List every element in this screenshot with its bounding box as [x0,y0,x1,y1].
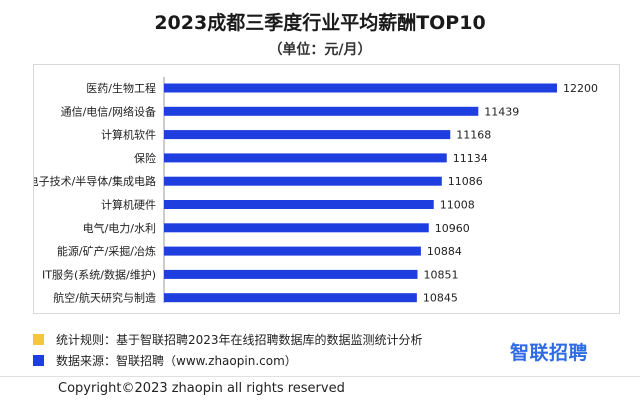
chart-panel: 医药/生物工程 12200 通信/电信/网络设备 11439 计算机软件 11168 保险 1… [33,64,620,314]
value-label: 11168 [456,129,491,142]
zhaopin-logo: 智联招聘 [510,342,589,364]
value-label: 10960 [435,222,470,235]
note-source-text: 数据来源：智联招聘（www.zhaopin.com） [56,353,297,368]
value-label: 11086 [448,175,483,188]
bar [164,83,557,93]
value-label: 11134 [453,152,488,165]
category-label: 电子技术/半导体/集成电路 [34,174,156,188]
category-label: 保险 [134,151,156,165]
value-label: 10884 [427,245,462,258]
bar [164,269,418,279]
category-label: 通信/电信/网络设备 [61,104,156,118]
copyright-text: Copyright©2023 zhaopin all rights reserv… [58,381,345,396]
value-label: 11439 [484,105,519,118]
rule-legend-square [33,333,44,345]
bar [164,153,447,163]
value-label: 12200 [563,82,598,95]
bar [164,106,479,116]
bar [164,246,421,256]
category-label: 计算机硬件 [101,198,156,212]
category-label: 航空/航天研究与制造 [53,291,156,305]
chart-title: 2023成都三季度行业平均薪酬TOP10 [154,12,486,34]
value-label: 11008 [440,199,475,212]
bar [164,200,434,209]
value-label: 10851 [423,268,458,281]
note-rule-text: 统计规则：基于智联招聘2023年在线招聘数据库的数据监测统计分析 [56,332,423,347]
chart-subtitle: （单位：元/月） [268,42,372,58]
category-label: 电气/电力/水利 [83,221,156,235]
bar-chart: 医药/生物工程 12200 通信/电信/网络设备 11439 计算机软件 11168 保险 1… [34,77,598,305]
footer-divider [0,376,640,377]
category-label: 医药/生物工程 [86,81,156,95]
note-row-source: 数据来源：智联招聘（www.zhaopin.com） [33,351,297,369]
source-legend-square [33,354,44,366]
value-label: 10845 [423,292,458,305]
note-row-rule: 统计规则：基于智联招聘2023年在线招聘数据库的数据监测统计分析 [33,330,423,348]
bar [164,130,451,140]
bar [164,176,442,186]
category-label: IT服务(系统/数据/维护) [42,267,156,281]
bar [164,293,417,303]
category-label: 计算机软件 [101,128,156,142]
bar [164,223,429,233]
category-label: 能源/矿产/采掘/冶炼 [57,244,156,258]
